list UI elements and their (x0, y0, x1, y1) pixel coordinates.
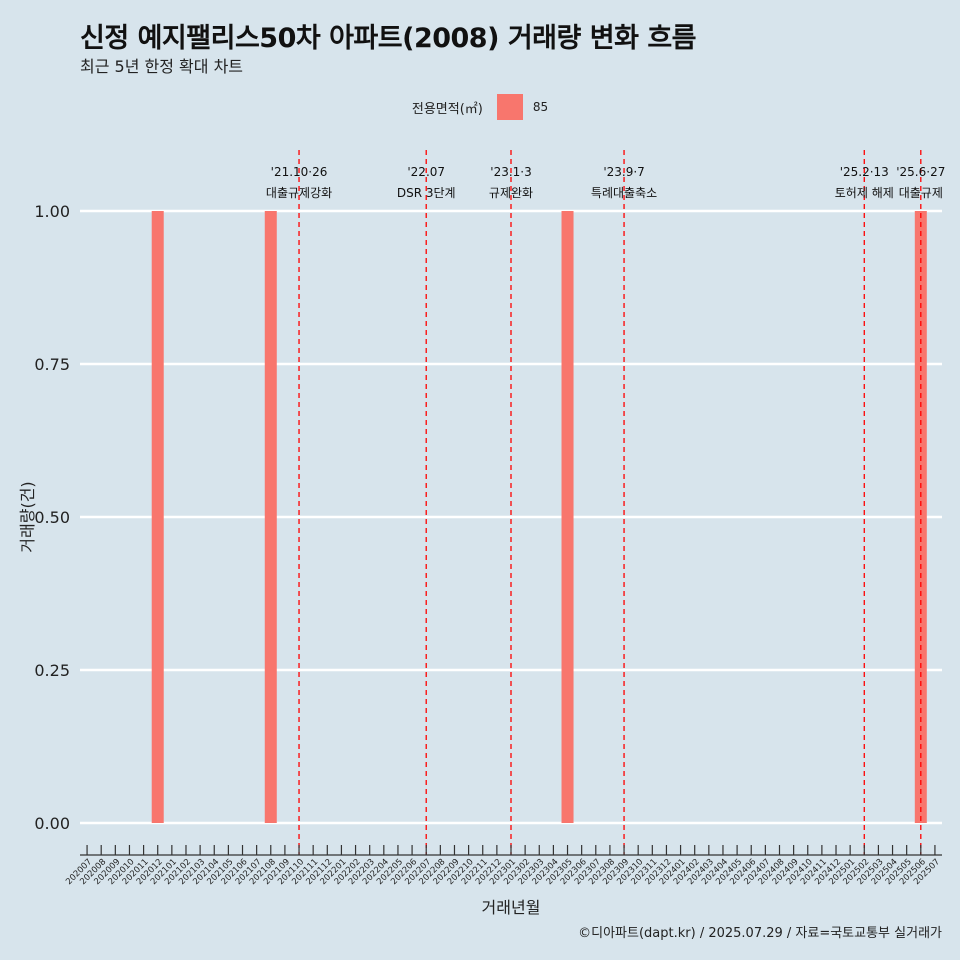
y-tick-label: 0.25 (34, 661, 70, 680)
y-tick-label: 0.75 (34, 355, 70, 374)
annotation-lines: '21.10·26 대출규제강화 '22.07 DSR 3단계 '23.1·3 규제완화 '… (266, 150, 945, 855)
y-axis-title: 거래량(건) (18, 481, 37, 552)
legend-swatch-85 (496, 94, 523, 120)
x-axis-title: 거래년월 (482, 898, 541, 917)
annotation-date: '21.10·26 (271, 165, 328, 179)
annotation-label: DSR 3단계 (397, 186, 456, 200)
annotation-date: '23.1·3 (490, 165, 531, 179)
annotation-label: 규제완화 (489, 186, 533, 200)
annotation-date: '25.2·13 (840, 165, 889, 179)
legend-title: 전용면적(㎡) (411, 101, 483, 117)
annotation-label: 대출규제 (899, 186, 943, 200)
y-tick-labels: 0.00 0.25 0.50 0.75 1.00 (34, 202, 70, 833)
annotation-label: 특례대출축소 (591, 186, 657, 200)
annotation-label: 토허제 해제 (835, 186, 894, 200)
source-caption: ©디아파트(dapt.kr) / 2025.07.29 / 자료=국토교통부 실… (578, 926, 942, 941)
x-axis: 2020072020082020092020102020112020122021… (64, 845, 942, 887)
bars (151, 211, 927, 823)
bar-202012 (151, 211, 164, 823)
y-tick-label: 0.50 (34, 508, 70, 527)
annotation-date: '22.07 (407, 165, 445, 179)
gridlines (80, 209, 942, 825)
bar-202506 (914, 211, 927, 823)
chart-subtitle: 최근 5년 한정 확대 차트 (80, 57, 244, 76)
bar-202305 (561, 211, 574, 823)
bar-202108 (264, 211, 277, 823)
annotation-date: '25.6·27 (896, 165, 945, 179)
chart-title: 신정 예지팰리스50차 아파트(2008) 거래량 변화 흐름 (80, 23, 697, 54)
y-tick-label: 0.00 (34, 814, 70, 833)
annotation-label: 대출규제강화 (266, 186, 332, 200)
legend: 전용면적(㎡) 85 (0, 94, 960, 120)
annotation-date: '23.9·7 (603, 165, 644, 179)
y-tick-label: 1.00 (34, 202, 70, 221)
legend-label-85: 85 (532, 100, 549, 114)
